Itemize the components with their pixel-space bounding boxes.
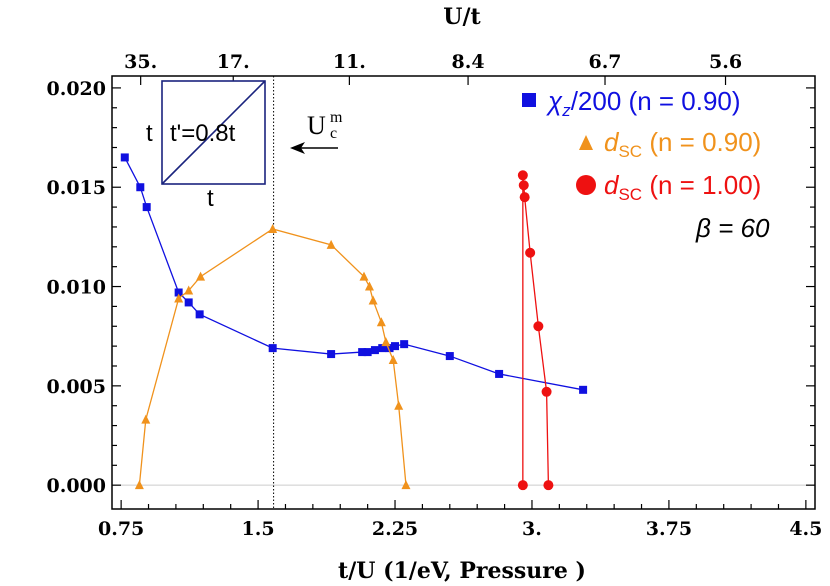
data-point-square [136,183,145,192]
x-tick-label: 3. [522,518,542,540]
uc-annotation: U m c [290,109,343,154]
uc-superscript: m [330,109,343,126]
top-tick-label: 5.6 [709,51,742,73]
plot-frame [111,75,816,510]
inset-label-bottom: t [207,185,214,212]
data-point-triangle [141,414,151,424]
data-point-circle [533,321,544,332]
legend-chi-rest: /200 (n = 0.90) [571,86,741,116]
data-point-square [385,344,394,353]
y-tick-label: 0.005 [47,376,107,398]
data-point-triangle [401,480,411,490]
data-point-circle [519,192,530,203]
data-point-triangle [368,295,378,305]
data-point-circle [541,386,552,397]
legend-dsc100-sub: SC [618,185,642,204]
x-axis-title: t/U (1/eV, Pressure ) [338,558,586,584]
inset-label-left: t [146,120,153,147]
y-tick-label: 0.020 [47,78,107,100]
data-point-triangle [134,480,144,490]
top-tick-label: 17. [217,51,250,73]
data-point-square [195,310,204,319]
legend-dsc090-main: d [604,127,620,157]
uc-label: U [307,111,326,140]
data-point-triangle [268,223,278,233]
y-tick-label: 0.000 [47,475,107,497]
x-tick-label: 1.5 [242,518,275,540]
data-point-square [391,342,400,351]
data-point-square [495,369,504,378]
data-point-square [184,298,193,307]
top-tick-label: 8.4 [452,51,485,73]
data-point-triangle [376,317,386,327]
data-point-triangle [364,281,374,291]
legend-item-dsc-100: dSC (n = 1.00) [576,170,761,204]
x-tick-label: 4.5 [789,518,822,540]
x-tick-label: 0.75 [98,518,144,540]
top-axis-title: U/t [443,4,481,30]
legend: χz/200 (n = 0.90) dSC (n = 0.90) dSC (n … [522,86,770,243]
legend-chi-sub: z [561,101,571,120]
data-point-triangle [394,400,404,410]
data-point-square [445,352,454,361]
legend-dsc090-sub: SC [618,142,642,161]
legend-dsc090-rest: (n = 0.90) [642,127,761,157]
legend-dsc100-main: d [604,170,620,200]
legend-item-dsc-090: dSC (n = 0.90) [579,127,761,161]
y-tick-label: 0.015 [47,177,107,199]
svg-text:dSC (n = 0.90): dSC (n = 0.90) [604,127,761,161]
x-tick-label: 2.25 [372,518,418,540]
data-point-triangle [326,239,336,249]
svg-text:χz/200 (n = 0.90): χz/200 (n = 0.90) [546,86,741,120]
data-point-circle [518,180,529,191]
top-tick-label: 6.7 [588,51,621,73]
data-point-square [120,153,129,162]
data-point-square [358,348,367,357]
data-point-triangle [196,271,206,281]
data-point-circle [525,247,536,258]
data-point-triangle [174,293,184,303]
svg-text:dSC (n = 1.00): dSC (n = 1.00) [604,170,761,204]
data-point-triangle [184,285,194,295]
legend-chi-main: χ [546,86,563,116]
top-tick-label: 11. [333,51,366,73]
legend-marker-circle [576,175,596,195]
data-point-triangle [381,337,391,347]
beta-label: β = 60 [695,213,770,243]
data-point-square [370,346,379,355]
x-tick-label: 3.75 [646,518,692,540]
data-point-triangle [388,355,398,365]
lattice-inset: t t'=0.8t t [146,80,266,212]
data-point-square [378,344,387,353]
data-point-circle [517,170,528,181]
tick-layer: 0.000 0.005 0.010 0.015 0.020 0.75 1.5 2.25 3. 3.… [47,51,823,540]
data-point-square [327,350,336,359]
uc-arrow-head [290,142,305,154]
data-point-square [142,203,151,212]
data-point-square [268,344,277,353]
data-point-square [363,348,372,357]
data-point-square [174,288,183,297]
data-point-square [400,340,409,349]
data-point-circle [543,480,554,491]
data-point-square [579,385,588,394]
data-point-circle [517,480,528,491]
legend-marker-triangle [579,135,593,150]
inset-label-diagonal: t'=0.8t [170,120,236,147]
grid-layer [112,76,815,509]
legend-dsc100-rest: (n = 1.00) [642,170,761,200]
legend-item-chi: χz/200 (n = 0.90) [522,86,741,120]
data-point-triangle [359,271,369,281]
y-tick-label: 0.010 [47,277,107,299]
inset-diagonal [161,80,266,185]
top-tick-label: 35. [124,51,157,73]
series-layer [120,153,588,491]
legend-marker-square [522,93,536,107]
uc-subscript: c [330,125,337,142]
